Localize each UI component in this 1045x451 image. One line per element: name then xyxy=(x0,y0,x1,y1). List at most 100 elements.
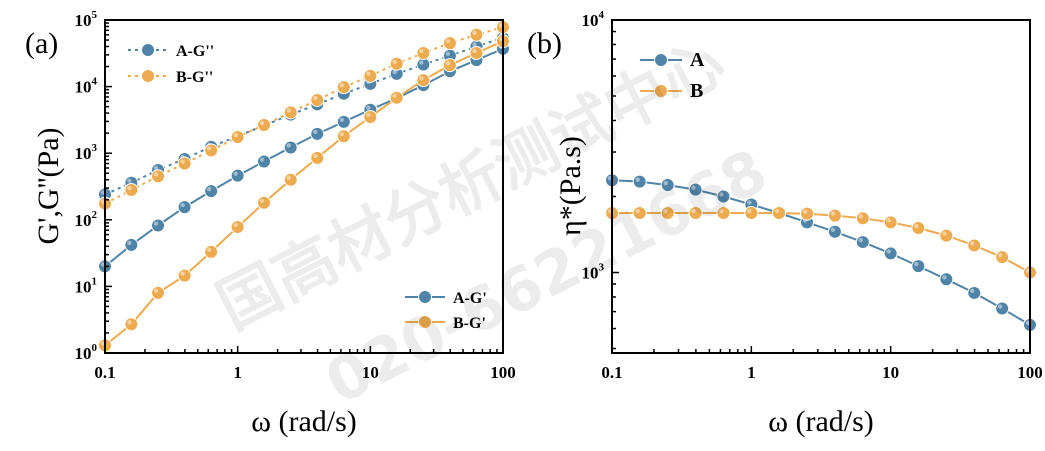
legend-item: B-G'' xyxy=(128,69,213,86)
data-point-B-G'' xyxy=(283,105,298,120)
data-point-highlight xyxy=(858,214,864,219)
data-point-highlight xyxy=(206,186,212,192)
data-point-highlight xyxy=(153,221,159,226)
series-line-B-G'' xyxy=(104,26,504,205)
y-tick-label: 102 xyxy=(75,209,98,230)
data-point-B-G' xyxy=(151,285,166,300)
data-point-B-G' xyxy=(177,268,192,283)
legend-label: A-G' xyxy=(453,290,487,307)
data-point-highlight xyxy=(719,208,724,214)
panel-b-ylabel: η*(Pa.s) xyxy=(554,136,587,236)
y-tick-label: 103 xyxy=(582,262,605,283)
series-line-B-G' xyxy=(104,40,504,347)
data-point-highlight xyxy=(127,320,132,325)
legend-label: A xyxy=(690,49,705,71)
data-point-B-G' xyxy=(283,172,298,187)
data-point-B-G'' xyxy=(416,45,431,60)
watermark: 国高材分析测试中心 020-66221668 xyxy=(206,25,779,418)
y-tick-label: 100 xyxy=(75,342,98,363)
data-point-highlight xyxy=(153,172,159,177)
panel-a-ylabel: G',G''(Pa) xyxy=(32,127,65,244)
data-point-A-G' xyxy=(124,237,139,252)
legend-item: A-G'' xyxy=(128,43,214,60)
data-point-highlight xyxy=(747,208,752,214)
panel-b-label: (b) xyxy=(527,27,562,60)
data-point-highlight xyxy=(392,93,397,98)
data-point-B xyxy=(716,206,731,221)
data-point-highlight xyxy=(339,117,345,123)
data-point-highlight xyxy=(127,185,132,191)
data-point-highlight xyxy=(366,105,371,110)
data-point-highlight xyxy=(997,252,1003,258)
panel-a-ticks: 0.1 1 10 100 100 101 102 103 104 105 xyxy=(75,9,516,382)
data-point-highlight xyxy=(719,192,724,197)
data-point-A xyxy=(660,178,675,193)
data-point-B-G'' xyxy=(310,92,325,107)
data-point-highlight xyxy=(127,178,132,183)
x-tick-label: 1 xyxy=(233,363,242,382)
data-point-B-G' xyxy=(310,150,325,165)
data-point-highlight xyxy=(313,95,318,101)
data-point-B-G' xyxy=(336,129,351,144)
data-point-highlight xyxy=(970,288,975,294)
data-point-B-G'' xyxy=(469,27,484,42)
data-point-B-G' xyxy=(389,90,404,105)
data-point-highlight xyxy=(180,202,185,208)
data-point-highlight xyxy=(472,48,477,54)
data-point-highlight xyxy=(259,198,265,203)
legend-marker xyxy=(141,43,155,57)
y-tick-label: 105 xyxy=(75,9,98,30)
data-point-highlight xyxy=(445,38,451,44)
data-point-B-G' xyxy=(257,195,272,210)
panel-b: (b) 0.1 1 10 100 103 104 ω (rad/s) η*(Pa.s) A… xyxy=(527,9,1043,438)
legend-label: B-G' xyxy=(453,315,486,332)
data-point-highlight xyxy=(419,60,424,65)
data-point-B xyxy=(827,208,842,223)
y-tick-label: 103 xyxy=(75,142,98,163)
data-point-A-G' xyxy=(151,218,166,233)
data-point-B-G'' xyxy=(336,80,351,95)
data-point-B xyxy=(660,206,675,221)
panel-a-legend-top: A-G'' B-G'' xyxy=(128,43,214,86)
data-point-highlight xyxy=(997,304,1003,309)
panel-b-plot-area xyxy=(605,173,1037,332)
data-point-A xyxy=(827,224,842,239)
data-point-highlight xyxy=(663,208,668,214)
data-point-highlight xyxy=(233,132,238,138)
data-point-highlight xyxy=(233,222,238,228)
data-point-highlight xyxy=(914,261,919,267)
data-point-highlight xyxy=(313,129,318,135)
data-point-highlight xyxy=(313,153,318,159)
data-point-B xyxy=(744,206,759,221)
legend-label: B-G'' xyxy=(176,69,213,86)
data-point-highlight xyxy=(691,208,696,214)
legend-label: A-G'' xyxy=(176,43,214,60)
y-tick-label: 101 xyxy=(75,275,98,296)
data-point-B xyxy=(632,206,647,221)
data-point-A-G' xyxy=(336,114,351,129)
data-point-highlight xyxy=(339,82,345,88)
data-point-highlight xyxy=(970,241,975,246)
data-point-highlight xyxy=(286,108,291,113)
data-point-highlight xyxy=(830,211,836,216)
data-point-B-G' xyxy=(204,244,219,259)
x-tick-label: 10 xyxy=(882,363,899,382)
x-tick-label: 100 xyxy=(490,363,516,382)
data-point-highlight xyxy=(392,59,397,64)
data-point-B xyxy=(772,206,787,221)
legend-marker xyxy=(654,84,668,98)
data-point-B-G'' xyxy=(230,130,245,145)
data-point-highlight xyxy=(942,231,947,236)
panel-a: (a) 0.1 1 10 100 100 101 102 103 104 105 ω (rad/s… xyxy=(25,9,516,438)
data-point-B xyxy=(995,250,1010,265)
data-point-B-G'' xyxy=(257,118,272,133)
data-point-highlight xyxy=(180,159,185,164)
data-point-highlight xyxy=(366,112,371,118)
data-point-highlight xyxy=(830,227,836,232)
data-point-A xyxy=(883,246,898,261)
data-point-A-G' xyxy=(177,200,192,215)
data-point-highlight xyxy=(153,288,159,294)
data-point-highlight xyxy=(286,143,291,148)
data-point-highlight xyxy=(153,165,159,171)
data-point-highlight xyxy=(635,177,640,182)
